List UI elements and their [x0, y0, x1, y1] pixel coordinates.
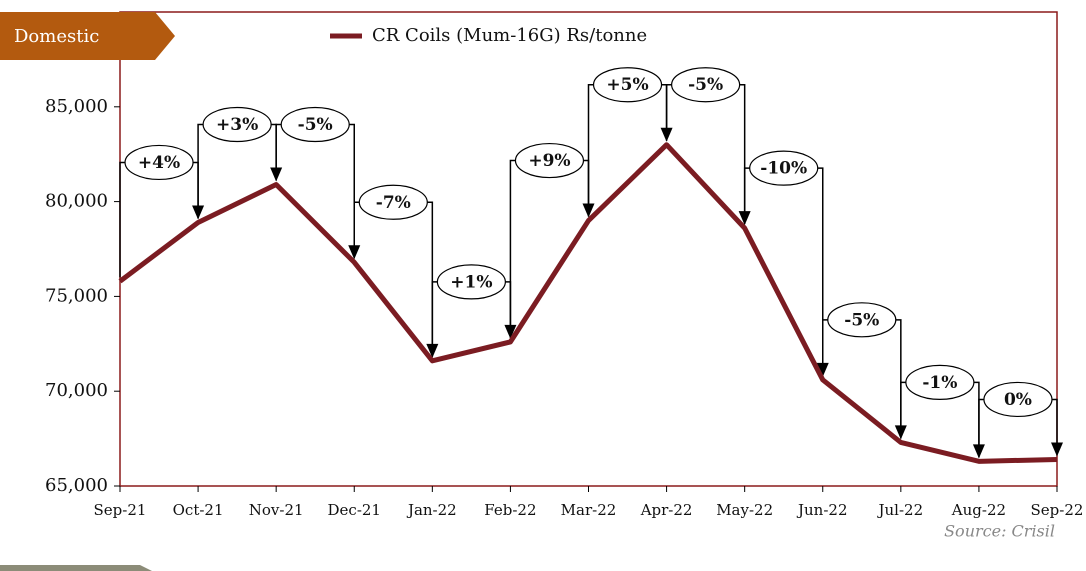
annotation-bracket	[743, 167, 824, 364]
annotation: -5%	[688, 75, 723, 95]
y-tick-label: 80,000	[45, 191, 108, 212]
annotation: +4%	[138, 153, 180, 173]
annotation-bracket	[587, 83, 668, 217]
annotation-bubble	[436, 264, 506, 300]
annotation: +1%	[450, 272, 492, 292]
y-tick-label: 65,000	[45, 475, 108, 496]
annotation-bracket	[665, 83, 746, 213]
footer-tab	[0, 565, 152, 571]
annotation: -7%	[376, 193, 411, 213]
annotation: +9%	[528, 151, 570, 171]
annotation-bubble	[358, 184, 428, 220]
plot-border	[119, 11, 1058, 487]
x-tick-label: Aug-22	[951, 501, 1006, 519]
x-tick-label: Oct-21	[173, 501, 224, 519]
annotation-bubble	[202, 106, 272, 143]
x-tick-label: Feb-22	[484, 501, 536, 519]
annotation-bubble	[983, 381, 1053, 418]
annotation-bubble	[905, 364, 975, 400]
annotation-bracket	[275, 123, 355, 247]
x-tick-label: Jan-22	[406, 501, 457, 519]
x-tick-label: Dec-21	[328, 501, 381, 519]
annotation: 0%	[1004, 390, 1032, 410]
annotation: +3%	[216, 115, 258, 135]
annotation-bubble	[749, 150, 819, 186]
source: Source: Crisil	[944, 522, 1055, 541]
annotation: -5%	[844, 310, 879, 330]
x-tick-label: Jun-22	[796, 501, 848, 519]
annotation-bubble	[671, 67, 741, 103]
tag: Domestic	[14, 26, 99, 47]
x-tick-label: Apr-22	[640, 501, 693, 519]
line	[118, 142, 1058, 464]
tag-bg	[0, 12, 175, 60]
annotation: -10%	[760, 159, 807, 179]
annotation: -5%	[298, 115, 333, 135]
y-tick-label: 70,000	[45, 380, 108, 401]
annotation-bubble	[124, 144, 194, 181]
annotation-bubble	[827, 302, 897, 338]
x-tick-label: Mar-22	[561, 501, 617, 519]
annotation-bubble	[514, 142, 585, 179]
x-tick-label: May-22	[716, 501, 773, 519]
annotation-bubble	[280, 106, 350, 143]
x-tick-label: Sep-21	[94, 501, 147, 519]
x-tick-label: Jul-22	[877, 501, 924, 519]
annotation: -1%	[922, 373, 957, 393]
y-tick-label: 85,000	[45, 96, 108, 117]
annotation-bracket	[509, 159, 590, 338]
x-tick-label: Nov-21	[249, 501, 304, 519]
annotation-arrow	[1051, 442, 1063, 457]
annotation-bubble	[592, 67, 663, 103]
y-tick-label: 75,000	[45, 285, 108, 306]
annotation: +5%	[606, 75, 648, 95]
x-tick-label: Sep-22	[1031, 501, 1084, 519]
legend-label: CR Coils (Mum-16G) Rs/tonne	[372, 25, 647, 46]
